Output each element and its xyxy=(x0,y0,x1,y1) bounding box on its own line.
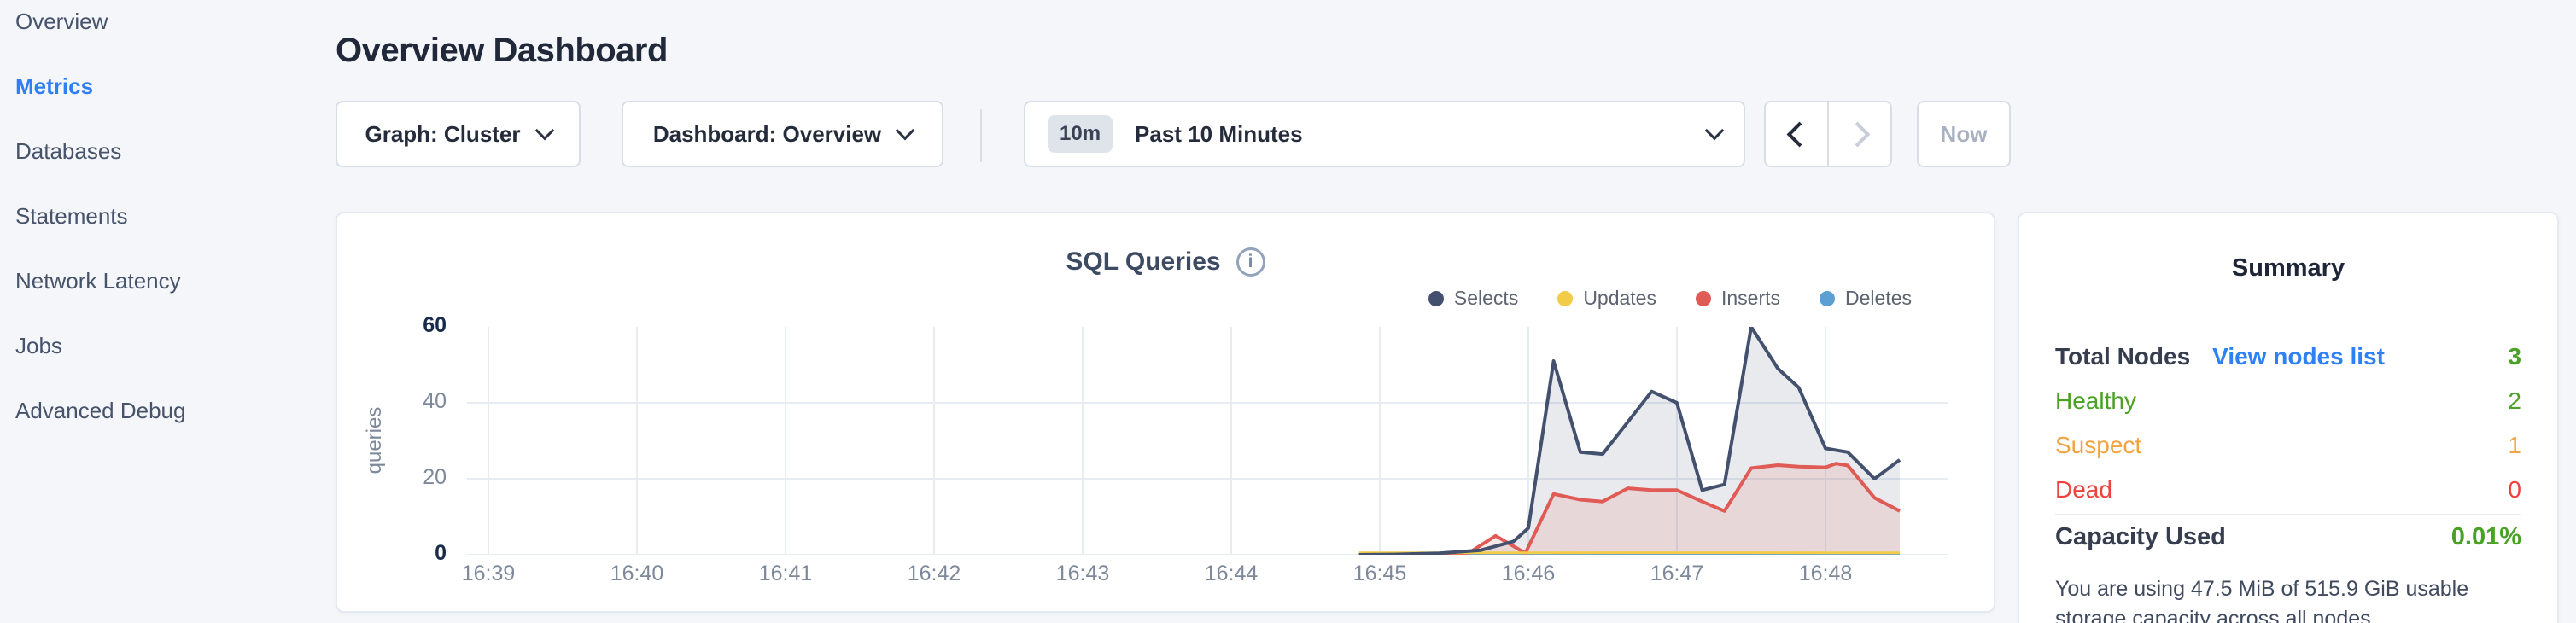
summary-panel: Summary Total Nodes View nodes list 3 He… xyxy=(2018,212,2559,623)
capacity-description: You are using 47.5 MiB of 515.9 GiB usab… xyxy=(2055,577,2469,623)
chart-plot-area[interactable] xyxy=(467,327,1948,555)
y-tick-label: 0 xyxy=(435,541,447,565)
y-tick-label: 60 xyxy=(423,313,447,337)
y-tick-label: 20 xyxy=(423,465,447,489)
x-tick-label: 16:46 xyxy=(1501,562,1556,585)
sidebar-item-advanced-debug[interactable]: Advanced Debug xyxy=(15,398,186,423)
healthy-value: 2 xyxy=(2508,387,2521,414)
chevron-down-icon xyxy=(1704,120,1725,141)
dashboard-dropdown-label: Dashboard: Overview xyxy=(652,120,882,147)
chart-title: SQL Queries xyxy=(1066,247,1221,276)
time-step-back-button[interactable] xyxy=(1766,102,1827,166)
legend-label: Selects xyxy=(1453,287,1519,309)
chevron-right-icon xyxy=(1844,121,1870,147)
suspect-value: 1 xyxy=(2508,432,2521,458)
x-tick-label: 16:44 xyxy=(1204,562,1259,585)
legend-label: Inserts xyxy=(1720,287,1781,309)
capacity-used-row: Capacity Used 0.01% xyxy=(2055,515,2521,558)
chevron-down-icon xyxy=(895,120,915,141)
legend-label: Updates xyxy=(1583,287,1656,309)
x-tick-label: 16:45 xyxy=(1352,562,1407,585)
healthy-nodes-row: Healthy 2 xyxy=(2055,379,2521,423)
dashboard-dropdown[interactable]: Dashboard: Overview xyxy=(622,101,943,167)
chart-legend: Selects Updates Inserts Deletes xyxy=(1428,287,1912,310)
dead-nodes-row: Dead 0 xyxy=(2055,468,2521,512)
sidebar-item-network-latency[interactable]: Network Latency xyxy=(15,268,181,294)
x-tick-label: 16:48 xyxy=(1798,562,1853,585)
time-step-forward-button[interactable] xyxy=(1827,102,1890,166)
view-nodes-list-link[interactable]: View nodes list xyxy=(2212,343,2385,370)
page-title: Overview Dashboard xyxy=(336,31,668,69)
legend-dot-icon xyxy=(1557,290,1574,306)
legend-dot-icon xyxy=(1695,290,1711,306)
healthy-label: Healthy xyxy=(2055,387,2136,414)
total-nodes-row: Total Nodes View nodes list 3 xyxy=(2055,335,2521,379)
legend-label: Deletes xyxy=(1845,287,1912,309)
x-tick-label: 16:47 xyxy=(1650,562,1704,585)
capacity-used-label: Capacity Used xyxy=(2055,522,2226,550)
x-tick-label: 16:42 xyxy=(907,562,961,585)
time-range-label: Past 10 Minutes xyxy=(1135,120,1303,147)
sidebar-item-overview[interactable]: Overview xyxy=(15,9,108,34)
total-nodes-value: 3 xyxy=(2508,343,2521,370)
summary-title: Summary xyxy=(2231,254,2345,282)
suspect-label: Suspect xyxy=(2055,432,2142,458)
x-tick-label: 16:41 xyxy=(758,562,813,585)
sidebar-nav: Overview Metrics Databases Statements Ne… xyxy=(15,0,306,443)
info-icon[interactable]: i xyxy=(1235,247,1265,277)
now-button[interactable]: Now xyxy=(1917,101,2011,167)
sidebar-item-jobs[interactable]: Jobs xyxy=(15,333,62,358)
suspect-nodes-row: Suspect 1 xyxy=(2055,423,2521,468)
legend-dot-icon xyxy=(1428,290,1444,306)
capacity-used-value: 0.01% xyxy=(2450,522,2521,550)
dead-value: 0 xyxy=(2508,476,2521,503)
chevron-left-icon xyxy=(1786,121,1812,147)
time-range-dropdown[interactable]: 10m Past 10 Minutes xyxy=(1024,101,1745,167)
total-nodes-label: Total Nodes xyxy=(2055,343,2191,370)
legend-item-selects[interactable]: Selects xyxy=(1428,287,1518,310)
x-tick-label: 16:39 xyxy=(461,562,516,585)
x-tick-label: 16:40 xyxy=(610,562,664,585)
time-step-buttons xyxy=(1764,101,1892,167)
sidebar-item-metrics[interactable]: Metrics xyxy=(15,73,94,99)
graph-dropdown[interactable]: Graph: Cluster xyxy=(336,101,581,167)
chevron-down-icon xyxy=(534,120,554,141)
legend-dot-icon xyxy=(1820,290,1836,306)
sidebar-item-databases[interactable]: Databases xyxy=(15,138,122,164)
y-axis-label: queries xyxy=(363,406,386,475)
sidebar-item-statements[interactable]: Statements xyxy=(15,203,128,229)
x-tick-label: 16:43 xyxy=(1055,562,1110,585)
legend-item-inserts[interactable]: Inserts xyxy=(1695,287,1781,310)
dead-label: Dead xyxy=(2055,476,2112,503)
summary-divider xyxy=(2055,514,2521,515)
y-tick-label: 40 xyxy=(423,389,447,413)
legend-item-updates[interactable]: Updates xyxy=(1557,287,1656,310)
sql-queries-chart-card: SQL Queries i Selects Updates Inserts Delet… xyxy=(336,212,1995,613)
graph-dropdown-label: Graph: Cluster xyxy=(365,120,521,147)
time-range-badge: 10m xyxy=(1048,115,1113,153)
legend-item-deletes[interactable]: Deletes xyxy=(1820,287,1912,310)
toolbar-divider xyxy=(980,109,982,162)
